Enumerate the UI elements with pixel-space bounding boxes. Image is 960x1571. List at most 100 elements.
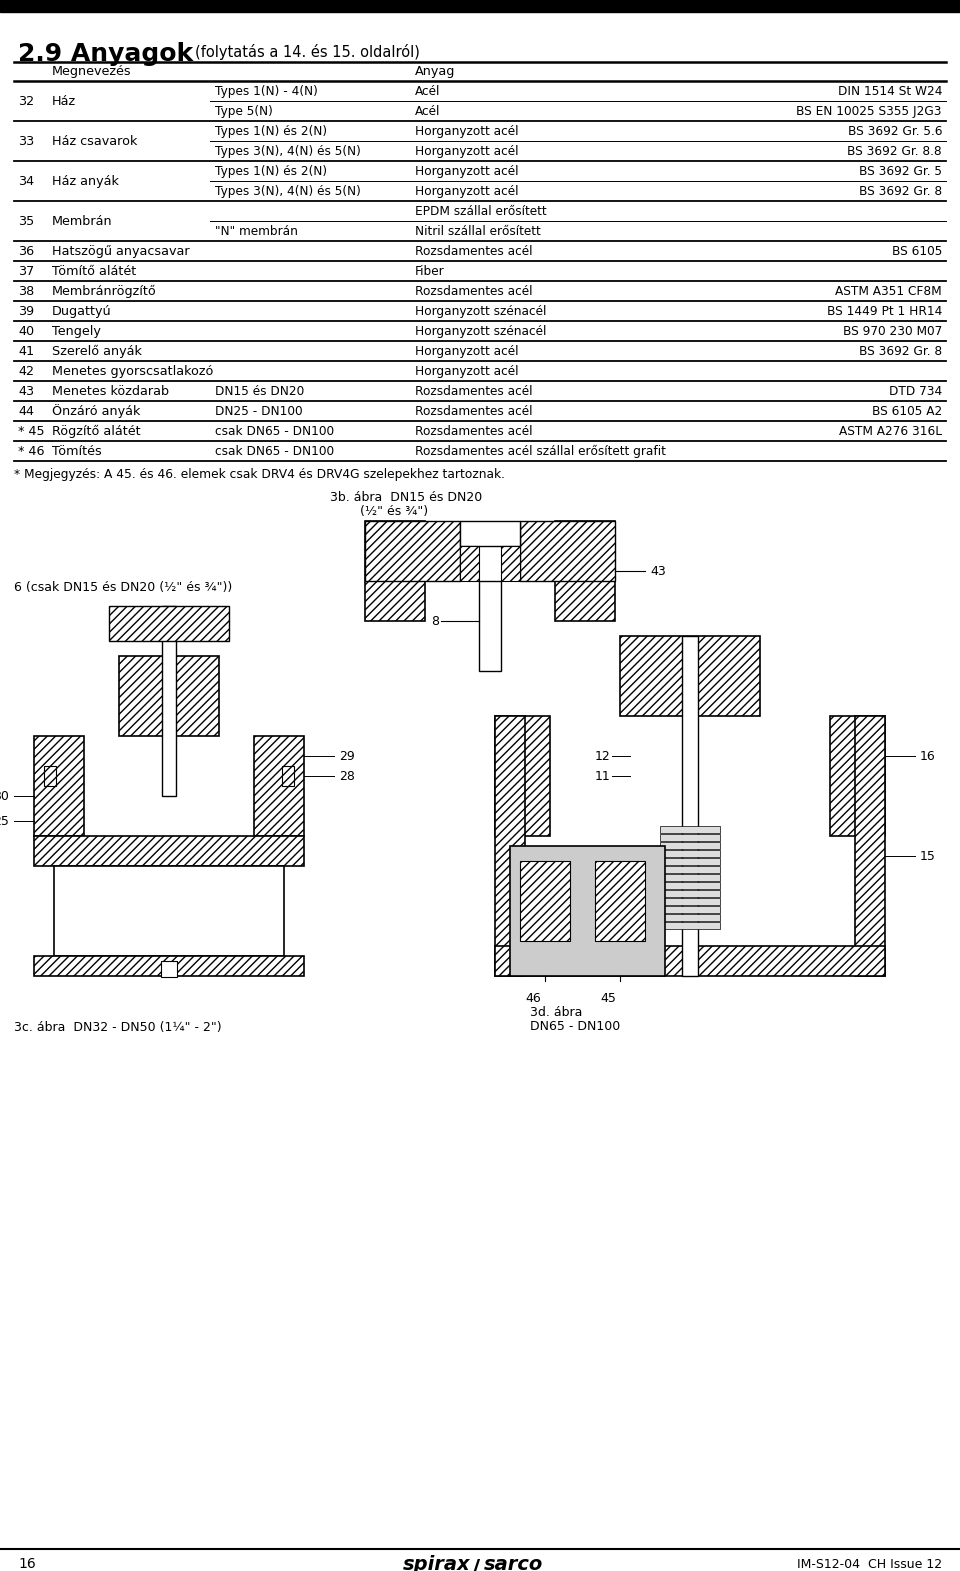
Text: BS 6105 A2: BS 6105 A2 [872, 404, 942, 418]
Text: 39: 39 [18, 305, 35, 317]
Text: Rozsdamentes acél: Rozsdamentes acél [415, 385, 533, 397]
Text: EPDM szállal erősített: EPDM szállal erősített [415, 204, 546, 217]
Text: DTD 734: DTD 734 [889, 385, 942, 397]
Bar [460, 522, 520, 547]
Text: Hatszögű anyacsavar: Hatszögű anyacsavar [52, 245, 190, 258]
Bar [660, 914, 720, 921]
Text: Tömítő alátét: Tömítő alátét [52, 264, 136, 278]
Text: 43: 43 [650, 564, 665, 578]
Text: Tengely: Tengely [52, 325, 101, 338]
Text: Ház csavarok: Ház csavarok [52, 135, 137, 148]
Bar [34, 957, 304, 976]
Text: Rögzítő alátét: Rögzítő alátét [52, 424, 140, 438]
Text: Ház: Ház [52, 94, 76, 107]
Text: Anyag: Anyag [415, 64, 455, 79]
Text: Horganyzott acél: Horganyzott acél [415, 344, 518, 358]
Text: Megnevezés: Megnevezés [52, 64, 132, 79]
Text: Dugattyú: Dugattyú [52, 305, 111, 317]
Text: BS 3692 Gr. 8: BS 3692 Gr. 8 [859, 344, 942, 358]
Bar [460, 547, 479, 581]
Bar [34, 836, 304, 866]
Bar [119, 657, 219, 735]
Bar [282, 767, 294, 786]
Text: 3b. ábra  DN15 és DN20: 3b. ábra DN15 és DN20 [330, 492, 482, 504]
Bar [830, 716, 885, 836]
Text: Rozsdamentes acél szállal erősített grafit: Rozsdamentes acél szállal erősített graf… [415, 445, 666, 457]
Bar [855, 716, 885, 976]
Text: Horganyzott acél: Horganyzott acél [415, 364, 518, 377]
Bar [365, 522, 425, 621]
Text: 2.9 Anyagok: 2.9 Anyagok [18, 42, 193, 66]
Text: 40: 40 [18, 325, 35, 338]
Text: BS 3692 Gr. 5: BS 3692 Gr. 5 [859, 165, 942, 178]
Text: Types 1(N) és 2(N): Types 1(N) és 2(N) [215, 165, 327, 178]
Text: Horganyzott szénacél: Horganyzott szénacél [415, 325, 546, 338]
Bar [0, 0, 960, 13]
Text: Horganyzott acél: Horganyzott acél [415, 124, 518, 138]
Text: 25: 25 [0, 814, 9, 828]
Text: Types 1(N) és 2(N): Types 1(N) és 2(N) [215, 124, 327, 138]
Bar [365, 522, 460, 581]
Text: Horganyzott acél: Horganyzott acél [415, 145, 518, 157]
Bar [660, 922, 720, 928]
Text: Types 3(N), 4(N) és 5(N): Types 3(N), 4(N) és 5(N) [215, 145, 361, 157]
Text: BS 3692 Gr. 5.6: BS 3692 Gr. 5.6 [848, 124, 942, 138]
Text: 34: 34 [18, 174, 35, 187]
Bar [495, 946, 885, 976]
Text: Rozsdamentes acél: Rozsdamentes acél [415, 404, 533, 418]
Text: sarco: sarco [484, 1554, 543, 1571]
Text: 28: 28 [339, 770, 355, 782]
Text: Acél: Acél [415, 105, 441, 118]
Text: ASTM A276 316L: ASTM A276 316L [839, 424, 942, 437]
Text: Types 3(N), 4(N) és 5(N): Types 3(N), 4(N) és 5(N) [215, 184, 361, 198]
Text: IM-S12-04  CH Issue 12: IM-S12-04 CH Issue 12 [797, 1557, 942, 1571]
Bar [660, 826, 720, 833]
Text: BS 6105: BS 6105 [892, 245, 942, 258]
Bar [162, 606, 176, 796]
Bar [44, 767, 56, 786]
Text: 35: 35 [18, 215, 35, 228]
Text: 16: 16 [920, 749, 936, 762]
Text: "N" membrán: "N" membrán [215, 225, 298, 237]
Text: 16: 16 [18, 1557, 36, 1571]
Bar [34, 735, 84, 836]
Text: 44: 44 [18, 404, 34, 418]
Bar [54, 866, 284, 957]
Text: Type 5(N): Type 5(N) [215, 105, 273, 118]
Text: 38: 38 [18, 284, 35, 297]
Text: csak DN65 - DN100: csak DN65 - DN100 [215, 424, 334, 437]
Text: Nitril szállal erősített: Nitril szállal erősített [415, 225, 540, 237]
Text: 30: 30 [0, 790, 9, 803]
Text: Menetes közdarab: Menetes közdarab [52, 385, 169, 397]
Text: DN25 - DN100: DN25 - DN100 [215, 404, 302, 418]
Text: 15: 15 [920, 850, 936, 862]
Text: BS 3692 Gr. 8: BS 3692 Gr. 8 [859, 184, 942, 198]
Bar [479, 581, 501, 671]
Text: 8: 8 [431, 614, 439, 627]
Bar [161, 961, 177, 977]
Text: 37: 37 [18, 264, 35, 278]
Bar [520, 522, 615, 581]
Bar [660, 866, 720, 873]
Bar [660, 834, 720, 840]
Bar [660, 906, 720, 913]
Text: Rozsdamentes acél: Rozsdamentes acél [415, 284, 533, 297]
Text: 43: 43 [18, 385, 35, 397]
Text: Rozsdamentes acél: Rozsdamentes acél [415, 424, 533, 437]
Text: /: / [472, 1558, 480, 1571]
Text: 12: 12 [594, 749, 610, 762]
Text: spirax: spirax [402, 1554, 470, 1571]
Text: Szerelő anyák: Szerelő anyák [52, 344, 142, 358]
Text: DIN 1514 St W24: DIN 1514 St W24 [837, 85, 942, 97]
Bar [660, 873, 720, 881]
Text: Önzáró anyák: Önzáró anyák [52, 404, 140, 418]
Text: csak DN65 - DN100: csak DN65 - DN100 [215, 445, 334, 457]
Bar [660, 891, 720, 897]
Text: Ház anyák: Ház anyák [52, 174, 119, 187]
Text: 3d. ábra: 3d. ábra [530, 1005, 583, 1020]
Text: Membrán: Membrán [52, 215, 112, 228]
Bar [555, 522, 615, 621]
Bar [660, 858, 720, 866]
Text: Menetes gyorscsatlakozó: Menetes gyorscsatlakozó [52, 364, 213, 377]
Text: Fiber: Fiber [415, 264, 444, 278]
